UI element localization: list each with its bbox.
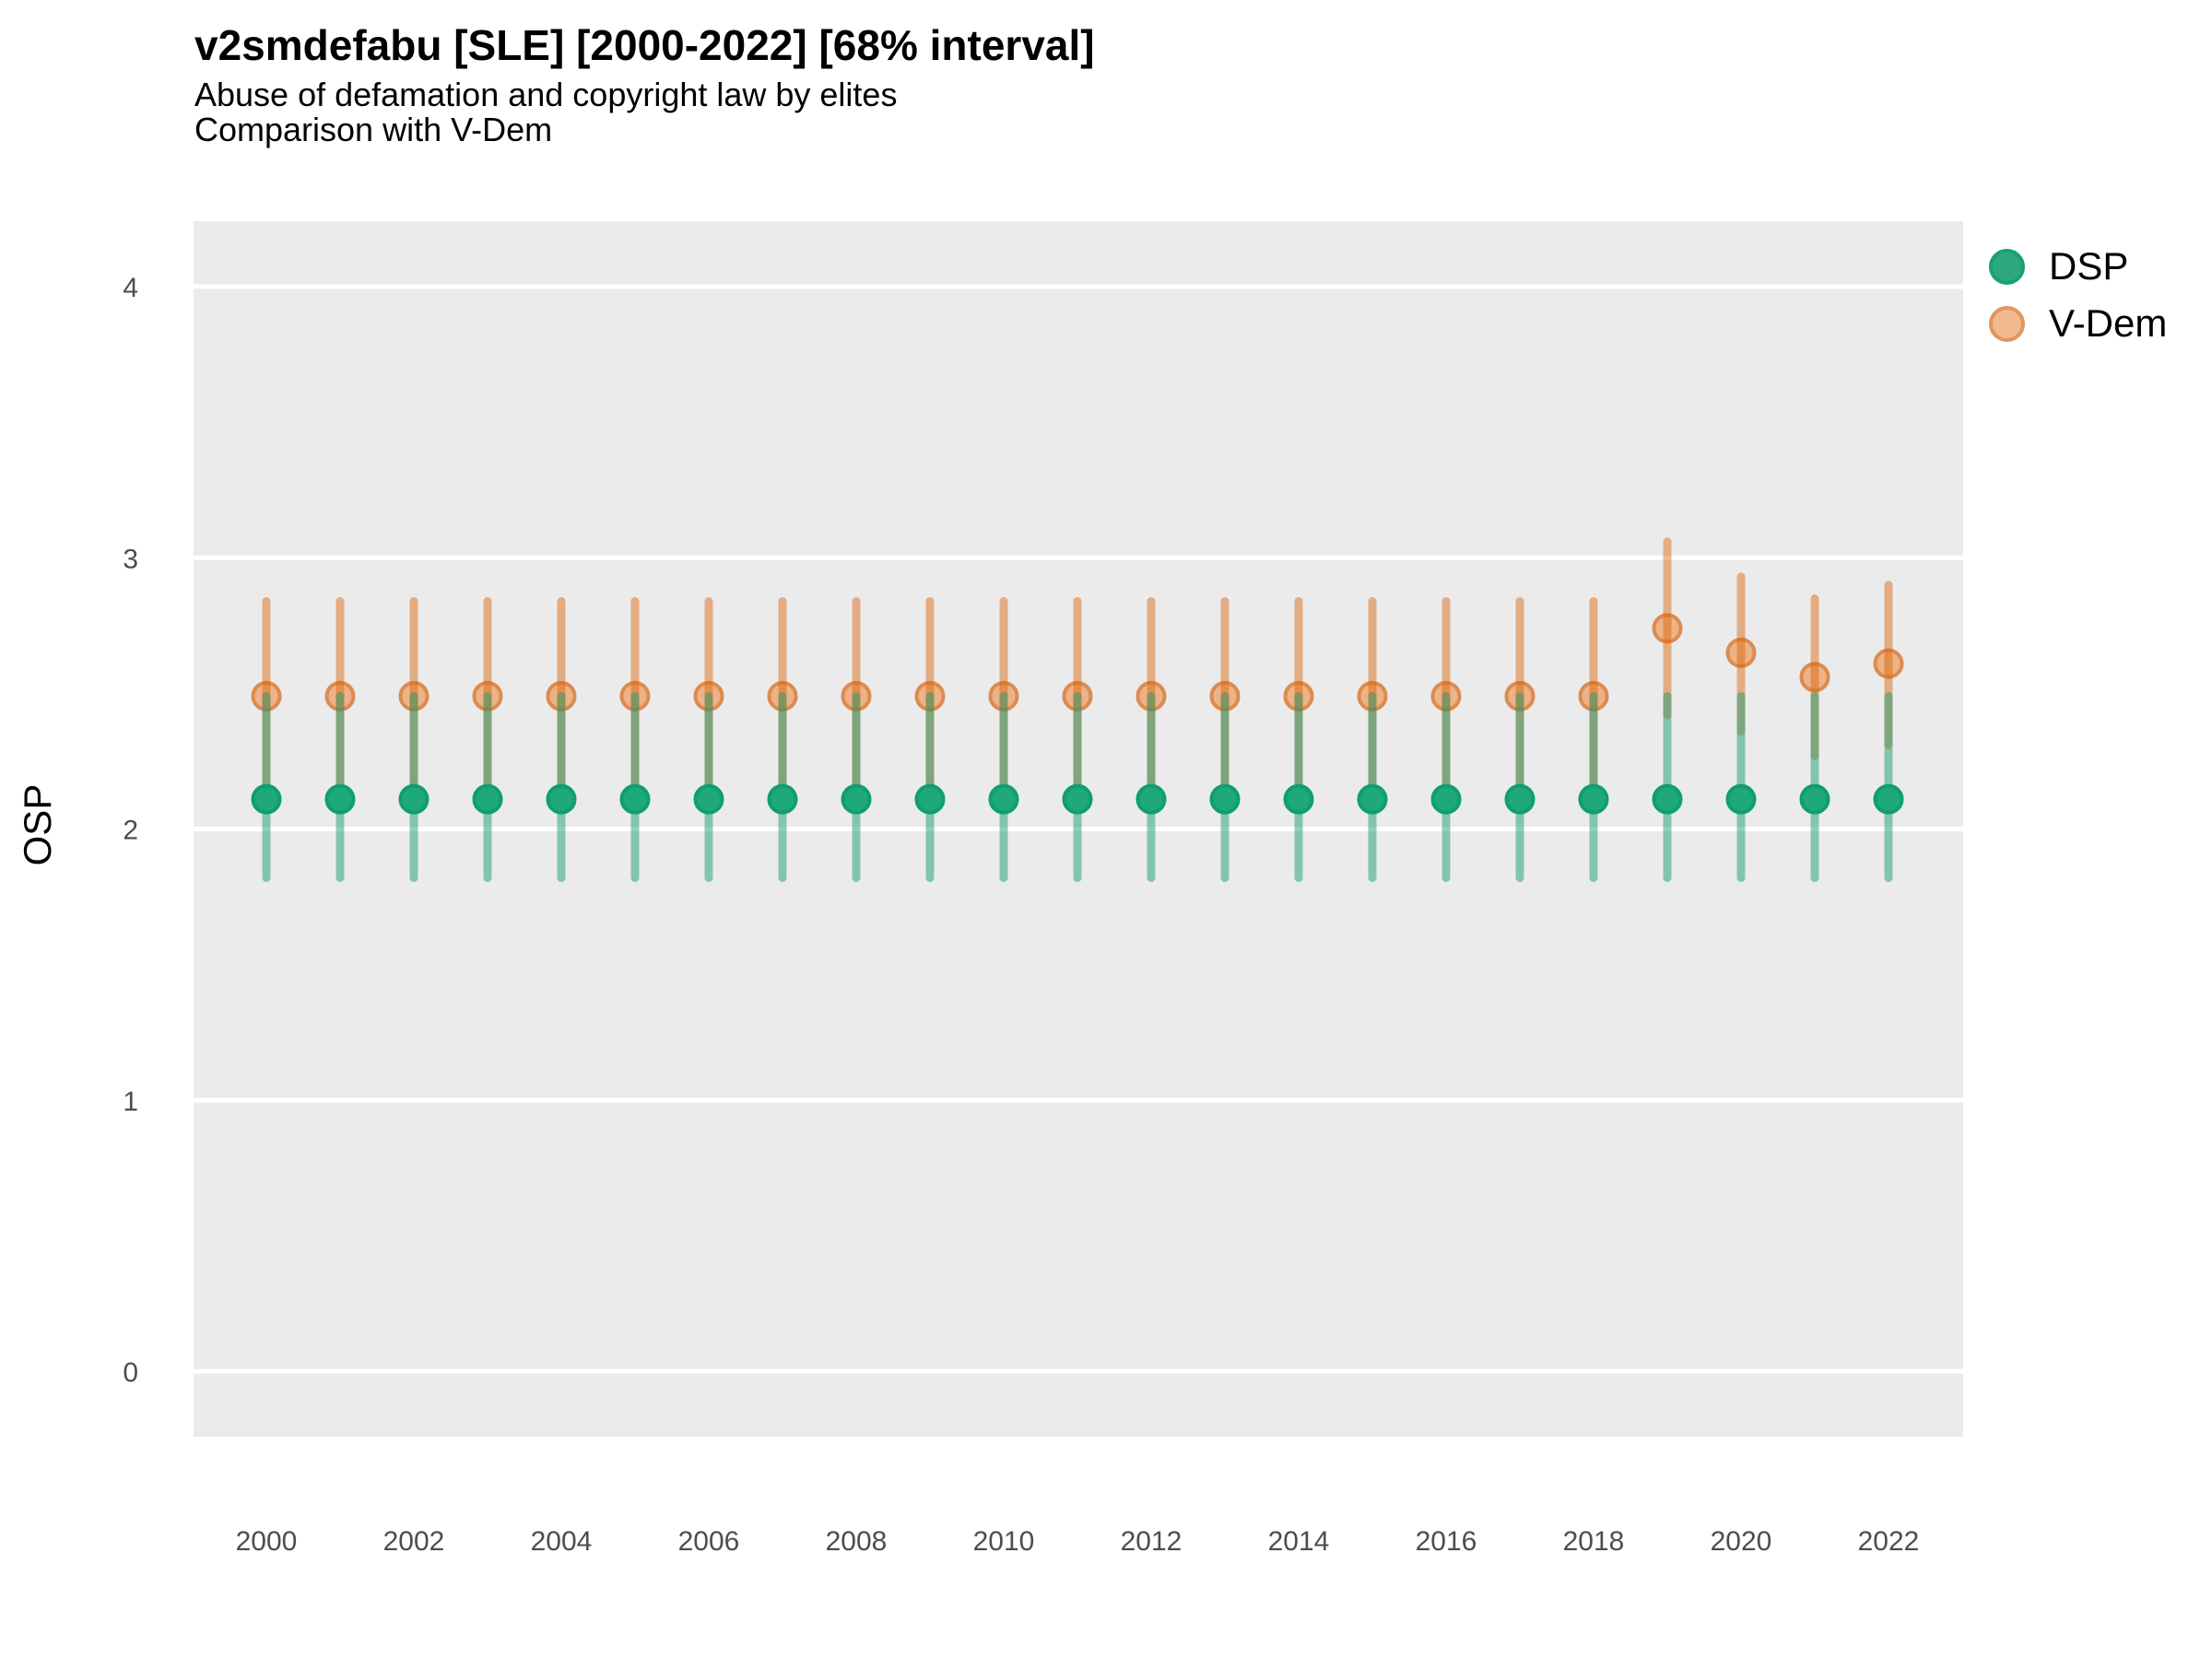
chart-subtitle: Abuse of defamation and copyright law by… (194, 76, 898, 113)
x-tick-label-2008: 2008 (826, 1526, 888, 1557)
x-tick-label-2018: 2018 (1563, 1526, 1625, 1557)
dsp-point-2020 (1725, 783, 1757, 815)
dsp-point-2006 (693, 783, 724, 815)
dsp-point-2019 (1652, 783, 1683, 815)
x-tick-label-2002: 2002 (383, 1526, 445, 1557)
dsp-point-2016 (1430, 783, 1462, 815)
dsp-legend-dot-icon (1989, 248, 2025, 285)
x-tick-label-2012: 2012 (1121, 1526, 1182, 1557)
chart-note: Comparison with V-Dem (194, 111, 553, 148)
dsp-point-2015 (1357, 783, 1388, 815)
y-tick-label-2: 2 (123, 816, 138, 846)
dsp-point-2005 (619, 783, 651, 815)
legend-label-dsp: DSP (2049, 244, 2129, 288)
x-tick-label-2006: 2006 (678, 1526, 740, 1557)
dsp-point-2011 (1062, 783, 1093, 815)
legend-item-dsp: DSP (1989, 247, 2167, 286)
dsp-point-2003 (472, 783, 503, 815)
y-axis-title: OSP (16, 784, 59, 866)
vdem-point-2020 (1725, 637, 1757, 668)
dsp-point-2007 (767, 783, 798, 815)
dsp-point-2022 (1873, 783, 1904, 815)
x-tick-label-2016: 2016 (1416, 1526, 1477, 1557)
dsp-point-2010 (988, 783, 1019, 815)
y-tick-label-1: 1 (123, 1087, 138, 1117)
dsp-point-2012 (1135, 783, 1167, 815)
y-tick-label-4: 4 (123, 273, 138, 303)
y-tick-label-0: 0 (123, 1358, 138, 1388)
dsp-point-2009 (914, 783, 946, 815)
dsp-point-2001 (324, 783, 356, 815)
dsp-point-2000 (251, 783, 282, 815)
vdem-point-2019 (1652, 613, 1683, 644)
dsp-point-2002 (398, 783, 429, 815)
vdem-point-2021 (1799, 662, 1830, 693)
dsp-point-2017 (1504, 783, 1535, 815)
x-tick-label-2010: 2010 (973, 1526, 1035, 1557)
vdem-point-2022 (1873, 648, 1904, 679)
y-tick-label-3: 3 (123, 544, 138, 574)
legend: DSP V-Dem (1989, 247, 2167, 343)
x-tick-label-2000: 2000 (236, 1526, 298, 1557)
dsp-point-2013 (1209, 783, 1241, 815)
x-tick-label-2014: 2014 (1268, 1526, 1330, 1557)
x-tick-label-2020: 2020 (1711, 1526, 1772, 1557)
dsp-point-2004 (546, 783, 577, 815)
x-tick-label-2022: 2022 (1858, 1526, 1920, 1557)
dsp-point-2021 (1799, 783, 1830, 815)
legend-item-vdem: V-Dem (1989, 304, 2167, 343)
dsp-point-2018 (1578, 783, 1609, 815)
legend-label-vdem: V-Dem (2049, 301, 2168, 345)
page-title: v2smdefabu [SLE] [2000-2022] [68% interv… (194, 21, 1095, 69)
x-tick-label-2004: 2004 (531, 1526, 593, 1557)
dsp-point-2014 (1283, 783, 1314, 815)
vdem-legend-dot-icon (1989, 305, 2025, 342)
dsp-point-2008 (841, 783, 872, 815)
